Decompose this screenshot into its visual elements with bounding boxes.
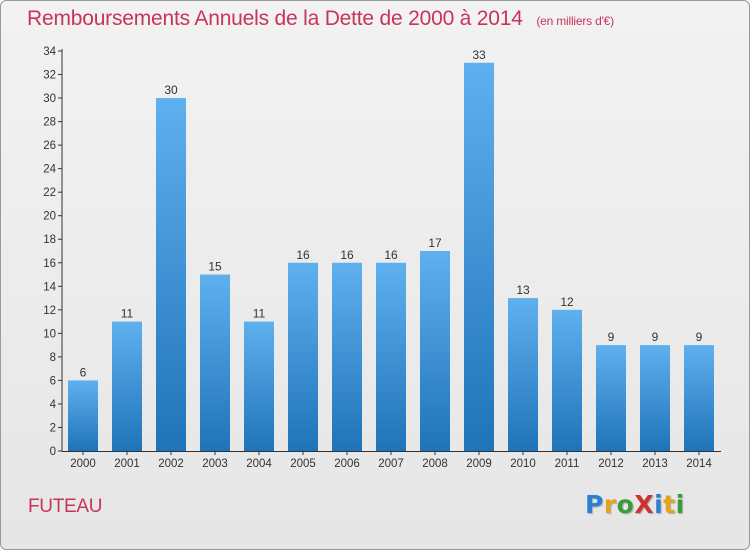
value-label-2014: 9 [696,330,703,344]
bar-2006 [332,262,362,451]
value-label-2003: 15 [208,260,222,274]
value-label-2011: 12 [560,295,574,309]
logo-letter: P [585,490,604,519]
bar-2000 [68,380,98,451]
x-tick-label: 2005 [290,458,316,470]
bar-2013 [640,345,670,451]
logo-letter: t [663,490,676,519]
bar-2012 [596,345,626,451]
y-tick-label: 30 [43,93,56,105]
y-tick-label: 24 [43,164,56,176]
y-tick-label: 2 [50,422,56,434]
value-label-2013: 9 [652,330,659,344]
logo-letter: o [616,490,635,519]
logo-letter: i [654,490,664,519]
value-label-2006: 16 [340,248,354,262]
commune-name: FUTEAU [28,496,103,517]
x-tick-label: 2009 [466,458,492,470]
chart-title-text: Remboursements Annuels de la Dette de 20… [27,7,523,30]
value-label-2005: 16 [296,248,310,262]
proxiti-logo[interactable]: ProXiti [585,490,685,519]
x-tick-label: 2004 [246,458,272,470]
bar-2010 [508,298,538,451]
bar-2008 [420,251,450,451]
x-tick-label: 2010 [510,458,536,470]
y-tick-label: 20 [43,211,56,223]
value-label-2007: 16 [384,248,398,262]
y-tick-label: 14 [43,281,56,293]
value-label-2000: 6 [80,365,87,379]
chart-unit: (en milliers d'€) [536,14,614,28]
bar-2007 [376,262,406,451]
y-tick-label: 26 [43,140,56,152]
y-tick-label: 4 [50,399,57,411]
bars: 6 11 30 15 11 16 16 16 17 33 13 12 9 9 9 [68,48,714,451]
bar-2004 [244,321,274,451]
bar-2014 [684,345,714,451]
x-tick-label: 2008 [422,458,448,470]
y-tick-label: 34 [43,46,56,58]
logo-letter: i [675,490,685,519]
bar-2001 [112,321,142,451]
bar-2005 [288,262,318,451]
x-tick-label: 2003 [202,458,228,470]
x-tick-label: 2001 [114,458,140,470]
y-tick-label: 32 [43,70,56,82]
value-label-2001: 11 [121,307,134,321]
value-label-2012: 9 [608,330,615,344]
logo-letter: r [603,490,617,519]
bar-2003 [200,274,230,451]
x-tick-label: 2006 [334,458,360,470]
x-tick-label: 2014 [686,458,712,470]
y-tick-label: 16 [43,258,56,270]
x-tick-label: 2000 [70,458,96,470]
y-tick-label: 6 [50,375,56,387]
x-tick-label: 2002 [158,458,184,470]
y-tick-label: 18 [43,234,56,246]
chart-title: Remboursements Annuels de la Dette de 20… [27,7,614,31]
y-tick-label: 8 [50,352,56,364]
x-tick-label: 2007 [378,458,404,470]
bar-2009 [464,62,494,451]
value-label-2008: 17 [428,236,442,250]
value-label-2002: 30 [164,83,178,97]
logo-letter: X [634,490,655,519]
x-tick-label: 2011 [555,458,580,470]
value-label-2010: 13 [516,283,530,297]
y-tick-label: 22 [43,187,56,199]
bar-2011 [552,309,582,451]
y-tick-label: 12 [43,305,56,317]
x-tick-label: 2012 [598,458,624,470]
bar-2002 [156,98,186,451]
value-label-2004: 11 [253,307,266,321]
y-tick-label: 0 [50,446,56,458]
y-tick-label: 10 [43,328,56,340]
x-tick-label: 2013 [642,458,668,470]
value-label-2009: 33 [472,48,486,62]
y-tick-label: 28 [43,117,56,129]
